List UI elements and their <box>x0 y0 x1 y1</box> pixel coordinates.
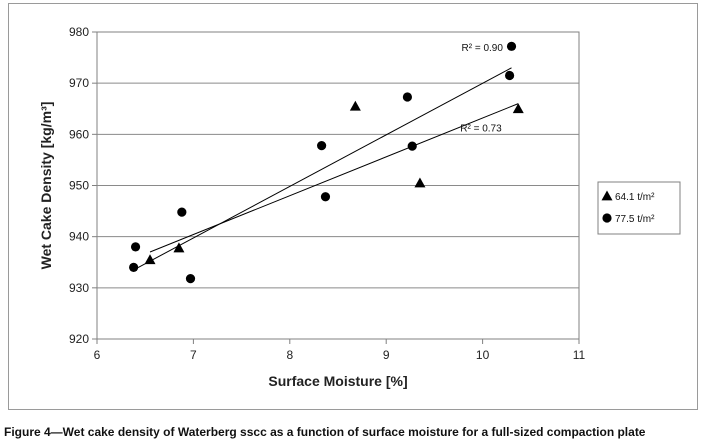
y-tick-label-930: 930 <box>69 281 89 295</box>
data-point-s1-4 <box>414 177 426 188</box>
legend-box <box>597 181 681 235</box>
legend-label-1: 64.1 t/m² <box>615 192 655 203</box>
r2-label-series-2: R² = 0.90 <box>462 43 504 54</box>
y-tick-label-940: 940 <box>69 230 89 244</box>
y-tick-label-920: 920 <box>69 332 89 346</box>
data-point-s1-2 <box>173 242 185 253</box>
y-axis-title: Wet Cake Density [kg/m³] <box>38 102 54 270</box>
y-tick-label-960: 960 <box>69 127 89 141</box>
data-point-s1-5 <box>512 103 524 114</box>
x-tick-label-8: 8 <box>286 348 293 362</box>
trendline-1 <box>149 103 519 253</box>
y-tick-label-970: 970 <box>69 76 89 90</box>
x-tick-label-9: 9 <box>383 348 390 362</box>
data-point-s1-1 <box>144 254 156 265</box>
y-tick-label-980: 980 <box>69 25 89 39</box>
data-point-s2-1 <box>129 262 139 272</box>
x-tick-label-10: 10 <box>476 348 490 362</box>
x-tick-label-6: 6 <box>94 348 101 362</box>
data-point-s2-5 <box>317 140 327 151</box>
x-axis-title: Surface Moisture [%] <box>268 373 407 389</box>
legend-marker-2 <box>602 213 612 223</box>
data-point-s1-3 <box>349 100 361 111</box>
data-point-s2-2 <box>130 242 141 252</box>
data-point-s2-9 <box>504 70 515 81</box>
data-point-s2-7 <box>402 92 413 102</box>
y-tick-label-950: 950 <box>69 179 89 193</box>
scatter-chart: 920 930 940 950 960 970 980 6 7 8 9 10 11 Surface Moi… <box>38 25 681 389</box>
legend-marker-1 <box>601 190 613 201</box>
data-point-s2-6 <box>320 192 331 202</box>
chart-frame: 920 930 940 950 960 970 980 6 7 8 9 10 11 Surface Moi… <box>8 3 698 410</box>
x-tick-label-11: 11 <box>573 348 586 362</box>
data-point-s2-4 <box>185 274 196 284</box>
x-tick-label-7: 7 <box>190 348 197 362</box>
data-point-s2-3 <box>177 207 187 217</box>
trendline-2 <box>133 67 512 271</box>
legend-label-2: 77.5 t/m² <box>615 214 655 225</box>
figure-caption: Figure 4—Wet cake density of Waterberg s… <box>4 425 646 439</box>
data-point-s2-8 <box>407 141 417 151</box>
data-point-s2-10 <box>506 41 517 51</box>
r2-label-series-1: R² = 0.73 <box>460 124 502 135</box>
